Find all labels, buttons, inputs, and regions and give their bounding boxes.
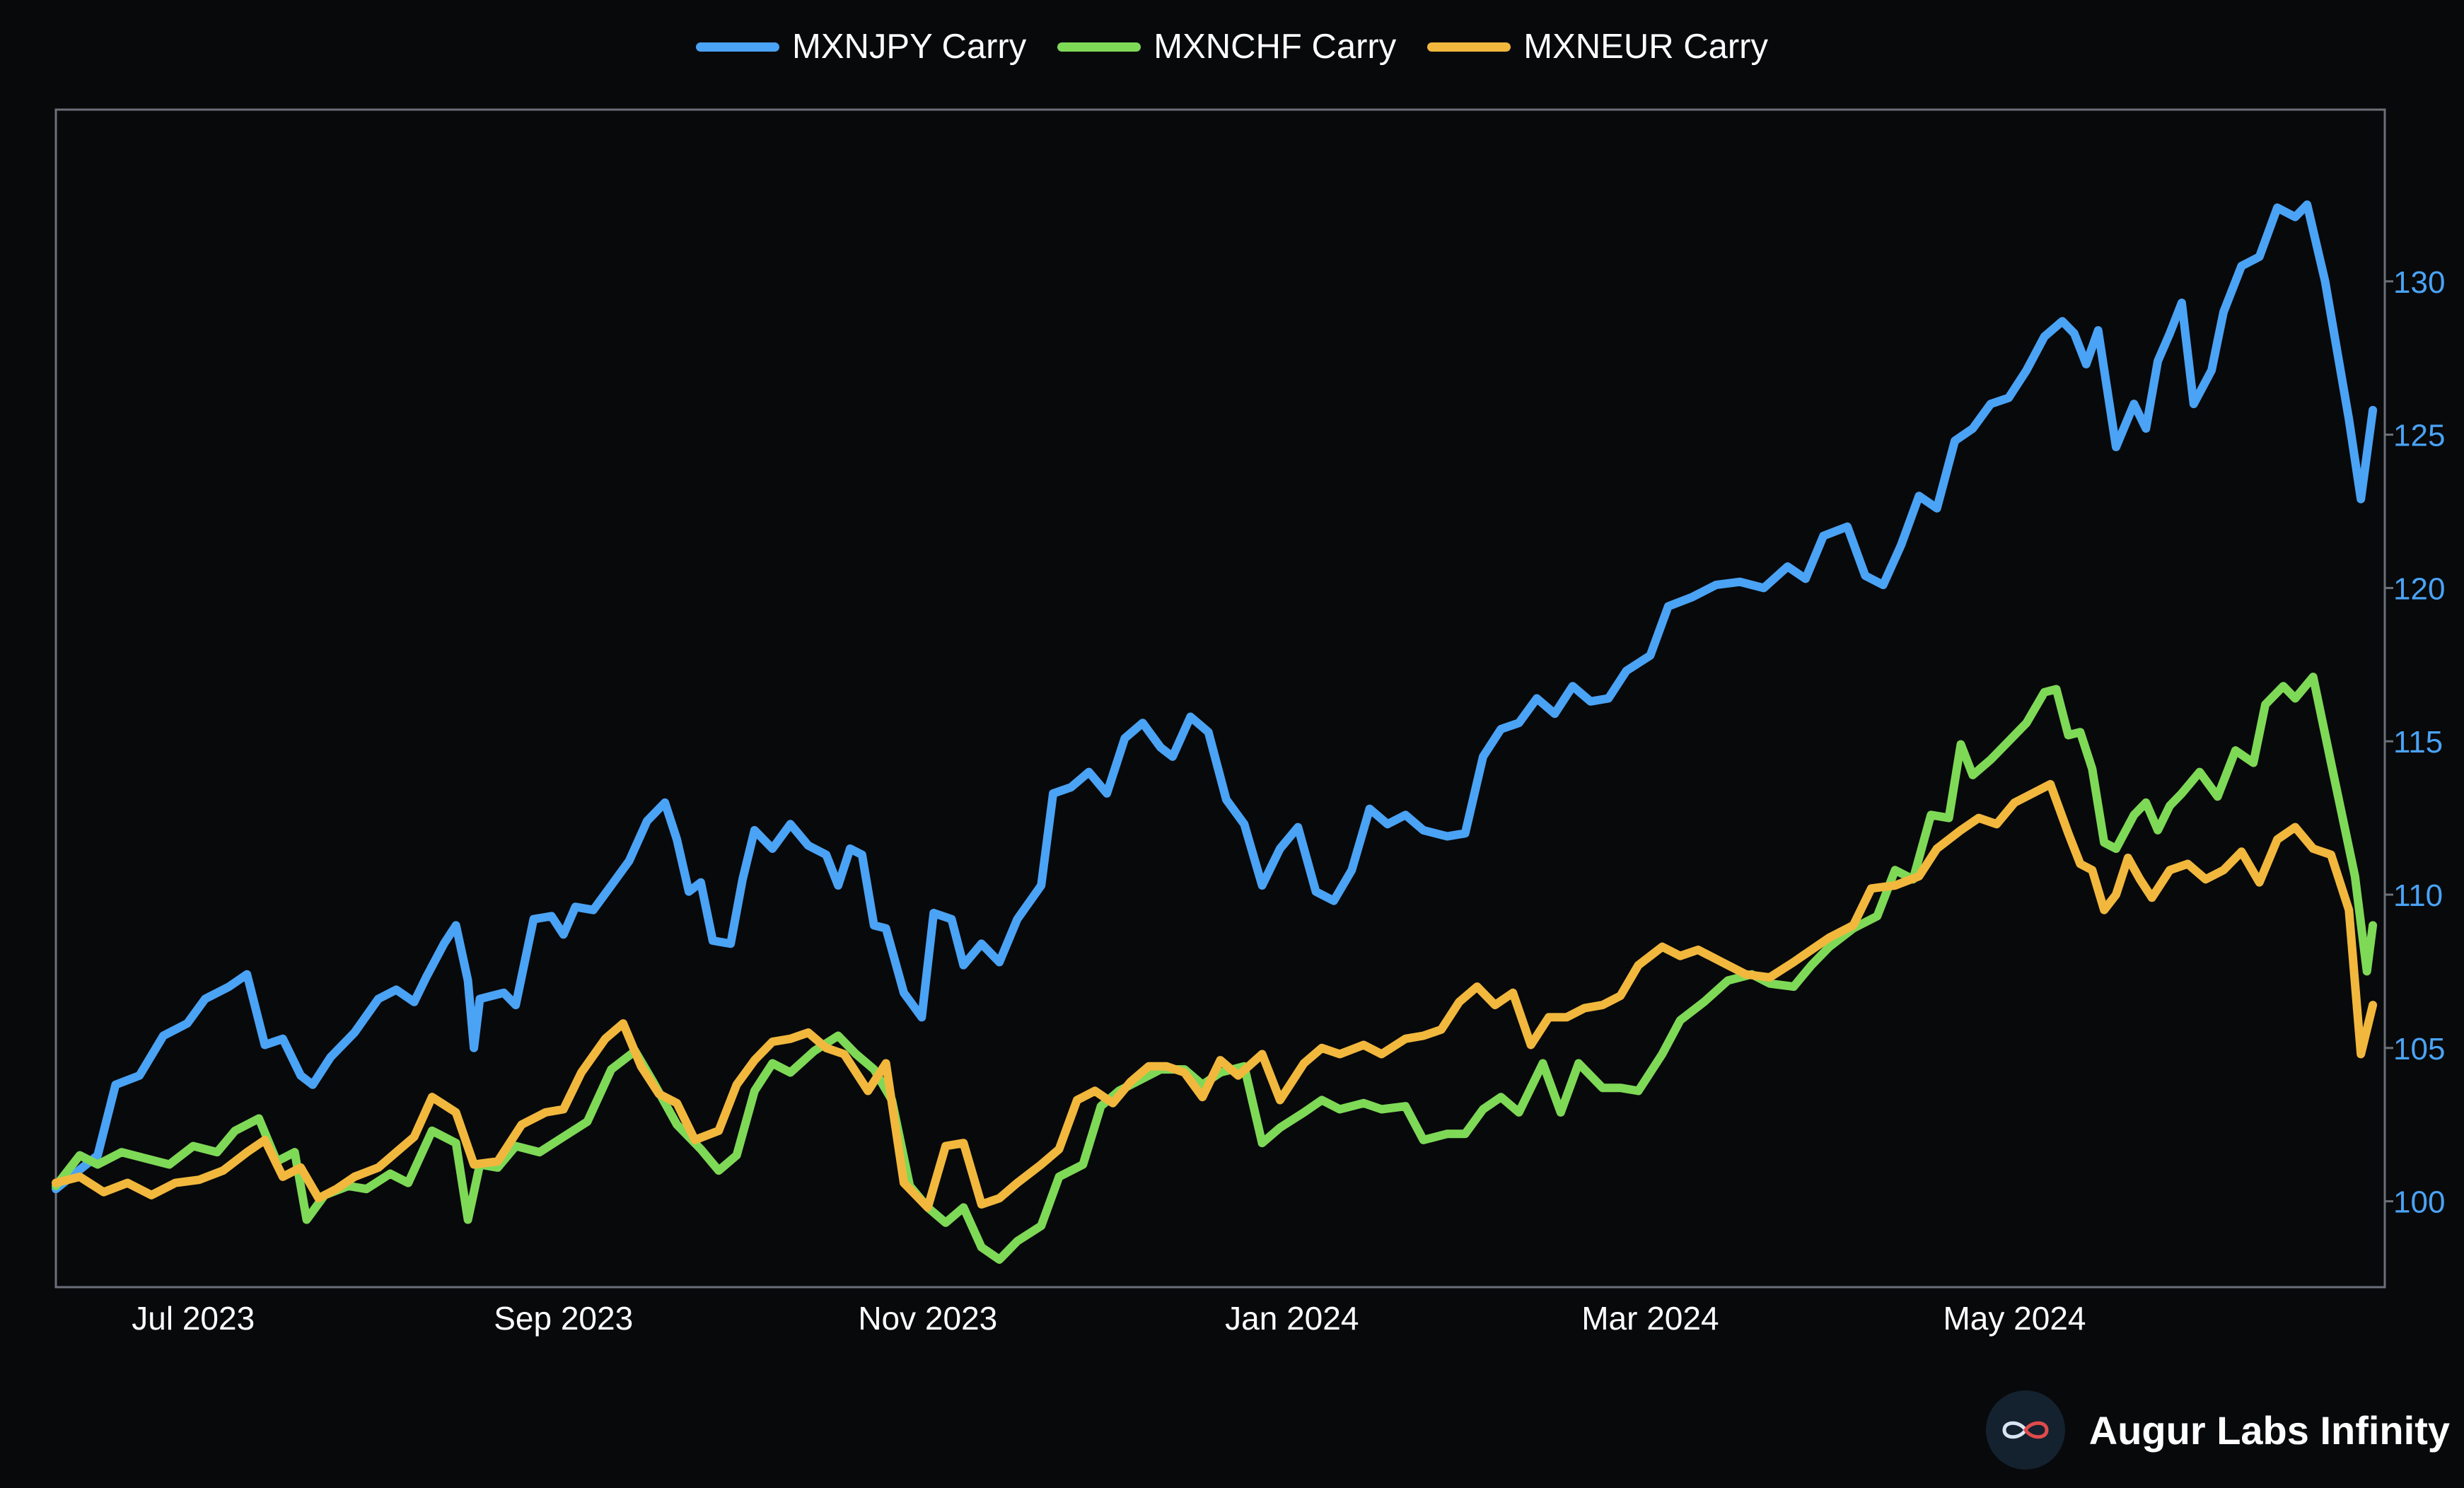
legend-swatch-mxnjpy: [696, 42, 779, 52]
legend-swatch-mxneur: [1427, 42, 1511, 52]
x-tick-label: Jan 2024: [1225, 1300, 1359, 1337]
chart-legend: MXNJPY Carry MXNCHF Carry MXNEUR Carry: [0, 27, 2464, 66]
legend-item-mxnjpy[interactable]: MXNJPY Carry: [696, 27, 1026, 66]
legend-label-mxneur: MXNEUR Carry: [1523, 28, 1768, 66]
x-tick-label: May 2024: [1943, 1300, 2086, 1337]
legend-label-mxnchf: MXNCHF Carry: [1153, 28, 1397, 66]
brand-name: Augur Labs Infinity: [2088, 1407, 2450, 1453]
x-axis: Jul 2023 Sep 2023 Nov 2023 Jan 2024 Mar 2024…: [132, 1300, 2086, 1337]
series-line-mxnchf[interactable]: [52, 673, 2378, 1264]
y-tick-label: 100: [2393, 1185, 2445, 1220]
legend-swatch-mxnchf: [1057, 42, 1141, 52]
legend-label-mxnjpy: MXNJPY Carry: [792, 28, 1027, 66]
legend-item-mxnchf[interactable]: MXNCHF Carry: [1057, 27, 1396, 66]
y-tick-label: 120: [2393, 571, 2445, 606]
plot-frame: [54, 108, 2386, 1289]
brand: Augur Labs Infinity: [1985, 1390, 2450, 1470]
series-line-mxneur[interactable]: [52, 779, 2378, 1212]
series-layer: [52, 200, 2378, 1264]
infinity-logo-icon: [1985, 1390, 2065, 1470]
legend-item-mxneur[interactable]: MXNEUR Carry: [1427, 27, 1768, 66]
x-tick-label: Sep 2023: [494, 1300, 633, 1337]
y-tick-label: 105: [2393, 1032, 2445, 1066]
y-tick-label: 125: [2393, 419, 2445, 453]
y-axis: 100 105 110 115 120 125 130: [2385, 265, 2445, 1220]
y-tick-label: 130: [2393, 265, 2445, 300]
y-tick-label: 115: [2393, 725, 2443, 760]
x-tick-label: Jul 2023: [132, 1300, 255, 1337]
x-tick-label: Mar 2024: [1581, 1300, 1719, 1337]
series-line-mxnjpy[interactable]: [52, 200, 2378, 1194]
y-tick-label: 110: [2393, 878, 2443, 913]
x-tick-label: Nov 2023: [858, 1300, 997, 1337]
